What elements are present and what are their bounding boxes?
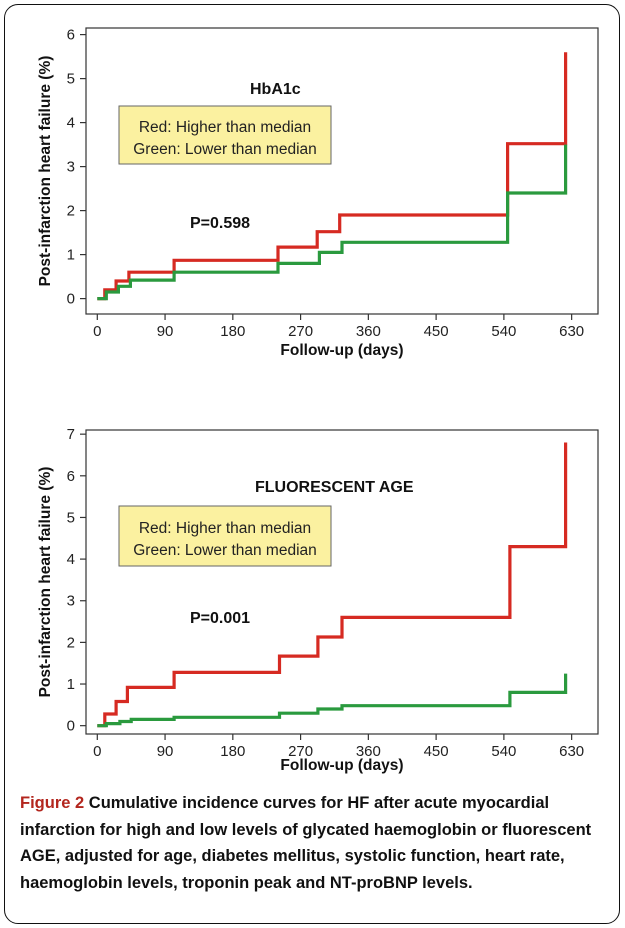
y-tick-label: 2: [67, 203, 75, 220]
y-tick-label: 5: [67, 509, 75, 526]
x-tick-label: 180: [220, 743, 245, 760]
x-tick-label: 0: [93, 743, 101, 760]
fluorescent-age-chart: 0 1 2 3 4 5 6 7 0 90 180 270 360 450 540 630 FLUORESCENT…: [37, 426, 599, 774]
y-tick-label: 4: [67, 115, 75, 132]
figure-caption: Figure 2 Cumulative incidence curves for…: [20, 790, 605, 896]
y-tick-label: 6: [67, 468, 75, 485]
legend-box: [118, 505, 332, 567]
y-tick-label: 5: [67, 71, 75, 88]
x-axis-label: Follow-up (days): [280, 757, 403, 774]
hba1c-chart: 0 1 2 3 4 5 6 0 90 180 270 360 450 540 630 HbA1c Red: Hi…: [37, 27, 599, 359]
y-tick-label: 6: [67, 27, 75, 44]
figure-number: Figure 2: [20, 794, 85, 812]
x-axis-label: Follow-up (days): [280, 342, 403, 359]
x-tick-label: 360: [356, 323, 381, 340]
x-tick-label: 540: [491, 743, 516, 760]
x-tick-label: 90: [157, 743, 174, 760]
series-line: [97, 442, 568, 728]
x-tick-label: 0: [93, 323, 101, 340]
y-axis-label: Post-infarction heart failure (%): [37, 56, 54, 287]
y-axis-label: Post-infarction heart failure (%): [37, 467, 54, 698]
y-tick-label: 4: [67, 551, 75, 568]
x-tick-label: 450: [424, 743, 449, 760]
caption-text: Cumulative incidence curves for HF after…: [20, 794, 592, 892]
p-value-annotation: P=0.001: [190, 610, 250, 627]
x-tick-label: 630: [559, 323, 584, 340]
legend-entry: Red: Higher than median: [139, 520, 311, 537]
plot-area: [85, 27, 599, 315]
x-tick-label: 90: [157, 323, 174, 340]
legend-entry: Green: Lower than median: [133, 542, 317, 559]
series-line: [97, 673, 568, 728]
y-tick-label: 0: [67, 291, 75, 308]
x-tick-label: 630: [559, 743, 584, 760]
x-tick-label: 540: [491, 323, 516, 340]
legend-entry: Green: Lower than median: [133, 141, 317, 158]
x-tick-label: 180: [220, 323, 245, 340]
y-tick-label: 1: [67, 247, 75, 264]
y-tick-label: 3: [67, 159, 75, 176]
y-tick-label: 7: [67, 426, 75, 443]
x-tick-label: 360: [356, 743, 381, 760]
y-tick-label: 3: [67, 593, 75, 610]
legend-entry: Red: Higher than median: [139, 119, 311, 136]
plot-area: [85, 429, 599, 735]
y-tick-label: 0: [67, 718, 75, 735]
chart-title: HbA1c: [250, 81, 301, 98]
x-tick-label: 270: [288, 323, 313, 340]
x-tick-label: 450: [424, 323, 449, 340]
chart-title: FLUORESCENT AGE: [255, 479, 414, 496]
y-tick-label: 1: [67, 676, 75, 693]
p-value-annotation: P=0.598: [190, 215, 250, 232]
y-tick-label: 2: [67, 634, 75, 651]
series-line: [97, 144, 568, 301]
legend-box: [118, 105, 332, 165]
x-tick-label: 270: [288, 743, 313, 760]
